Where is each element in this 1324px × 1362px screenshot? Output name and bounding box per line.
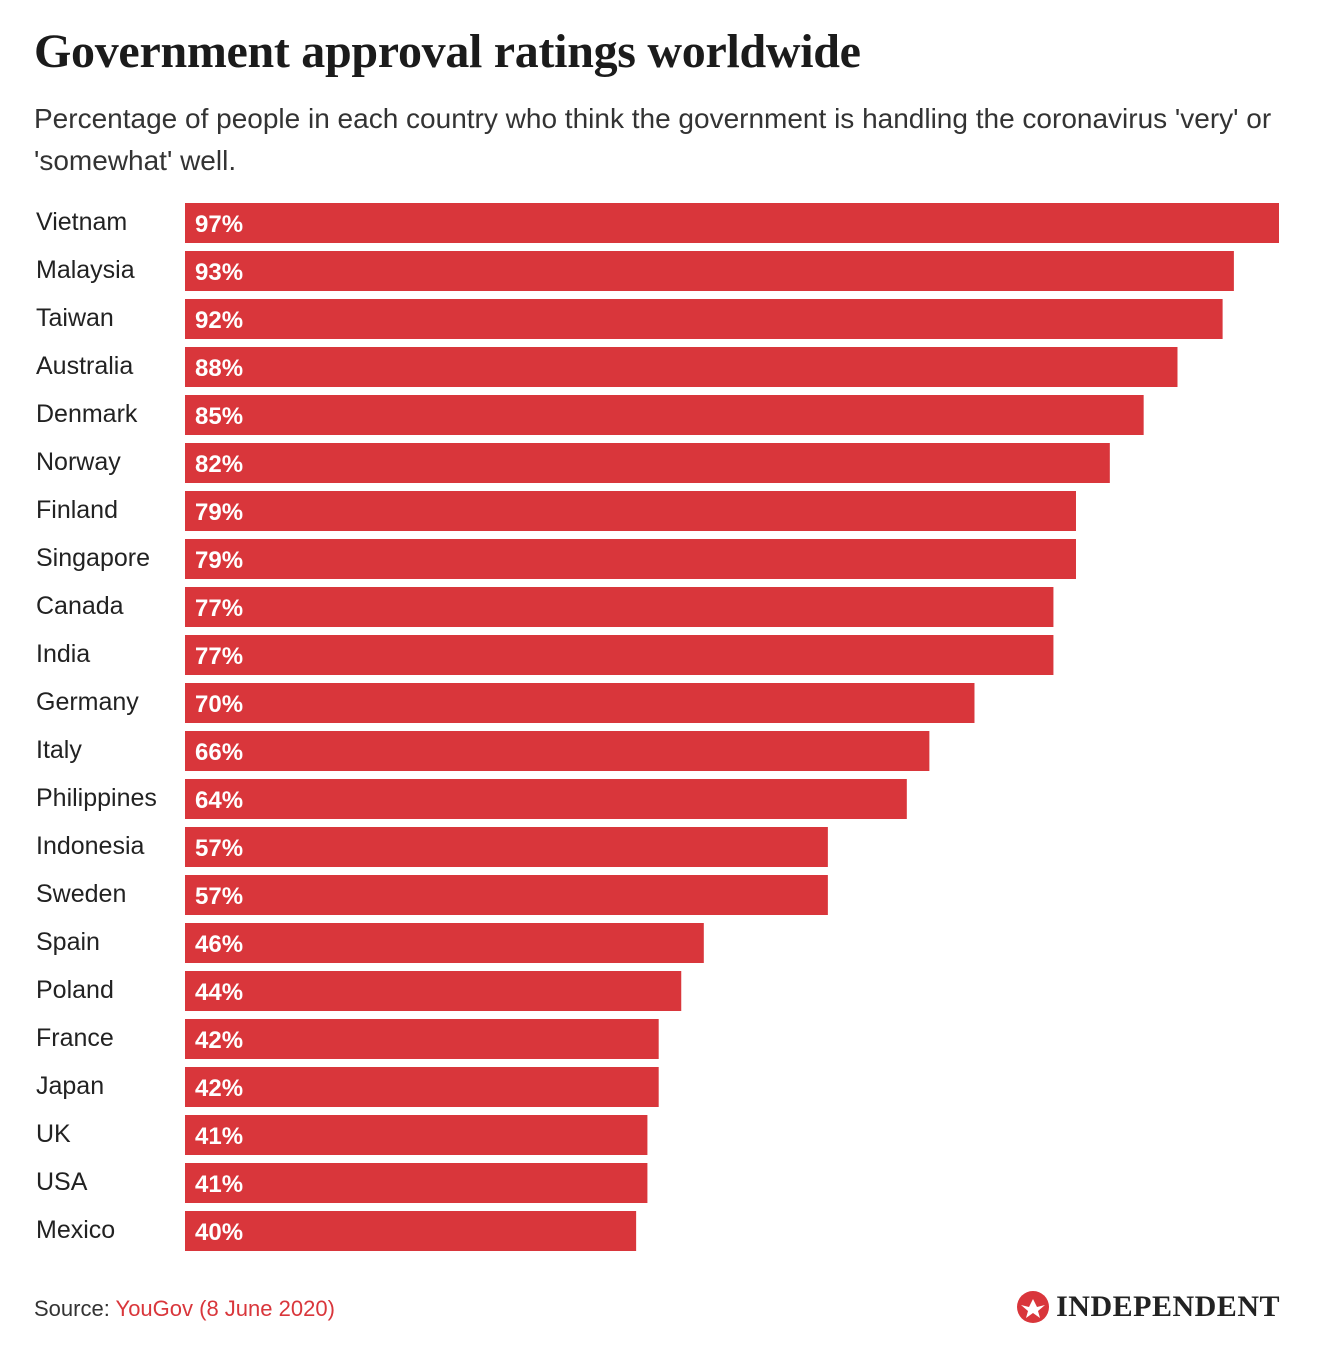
value-label: 41% <box>195 1171 243 1198</box>
value-label: 79% <box>195 547 243 574</box>
publisher-name: INDEPENDENT <box>1056 1290 1280 1323</box>
category-label: Finland <box>36 496 118 524</box>
value-label: 66% <box>195 739 243 766</box>
category-label: France <box>36 1024 114 1052</box>
bar <box>185 587 1054 627</box>
bar <box>185 395 1144 435</box>
bar <box>185 491 1076 531</box>
bar <box>185 971 682 1011</box>
category-label: Malaysia <box>36 256 135 284</box>
value-label: 85% <box>195 403 243 430</box>
category-label: Singapore <box>36 544 150 572</box>
value-label: 82% <box>195 451 243 478</box>
bar <box>185 635 1054 675</box>
value-label: 77% <box>195 595 243 622</box>
source-label: Source: <box>34 1296 110 1321</box>
bar <box>185 827 828 867</box>
value-label: 64% <box>195 787 243 814</box>
category-label: Australia <box>36 352 133 380</box>
bar <box>185 203 1279 243</box>
category-label: Canada <box>36 592 124 620</box>
value-label: 79% <box>195 499 243 526</box>
value-label: 40% <box>195 1219 243 1246</box>
eagle-icon <box>1017 1291 1050 1323</box>
category-label: Denmark <box>36 400 138 428</box>
category-label: Mexico <box>36 1216 115 1244</box>
value-label: 97% <box>195 211 243 238</box>
category-label: Japan <box>36 1072 104 1100</box>
bar <box>185 1163 648 1203</box>
bar <box>185 299 1223 339</box>
category-label: Italy <box>36 736 82 764</box>
bar <box>185 683 975 723</box>
category-label: Germany <box>36 688 139 716</box>
category-label: Vietnam <box>36 208 127 236</box>
bar <box>185 251 1234 291</box>
category-label: Poland <box>36 976 114 1004</box>
chart-title: Government approval ratings worldwide <box>34 25 861 78</box>
category-label: Norway <box>36 448 121 476</box>
bar <box>185 539 1076 579</box>
value-label: 57% <box>195 883 243 910</box>
bar <box>185 443 1110 483</box>
category-label: Philippines <box>36 784 157 812</box>
chart-subtitle: Percentage of people in each country who… <box>34 103 1272 176</box>
bar <box>185 875 828 915</box>
source-link[interactable]: YouGov (8 June 2020) <box>115 1296 335 1321</box>
bar <box>185 1019 659 1059</box>
bar <box>185 347 1178 387</box>
value-label: 93% <box>195 259 243 286</box>
value-label: 92% <box>195 307 243 334</box>
value-label: 44% <box>195 979 243 1006</box>
value-label: 46% <box>195 931 243 958</box>
category-label: USA <box>36 1168 88 1196</box>
bar <box>185 1067 659 1107</box>
publisher-logo: INDEPENDENT <box>1016 1290 1280 1324</box>
category-label: India <box>36 640 90 668</box>
value-label: 70% <box>195 691 243 718</box>
category-label: Taiwan <box>36 304 114 332</box>
value-label: 42% <box>195 1027 243 1054</box>
category-label: UK <box>36 1120 71 1148</box>
source-note: Source: YouGov (8 June 2020) <box>34 1294 335 1324</box>
value-label: 41% <box>195 1123 243 1150</box>
value-label: 88% <box>195 355 243 382</box>
bar <box>185 923 704 963</box>
value-label: 42% <box>195 1075 243 1102</box>
category-label: Sweden <box>36 880 126 908</box>
bar <box>185 1115 648 1155</box>
category-label: Spain <box>36 928 100 956</box>
value-label: 57% <box>195 835 243 862</box>
category-label: Indonesia <box>36 832 145 860</box>
bar <box>185 779 907 819</box>
bar <box>185 1211 637 1251</box>
value-label: 77% <box>195 643 243 670</box>
bar <box>185 731 930 771</box>
bar-chart: Vietnam 97% Malaysia 93% Taiwan 92% Australia 8… <box>36 203 1279 1251</box>
